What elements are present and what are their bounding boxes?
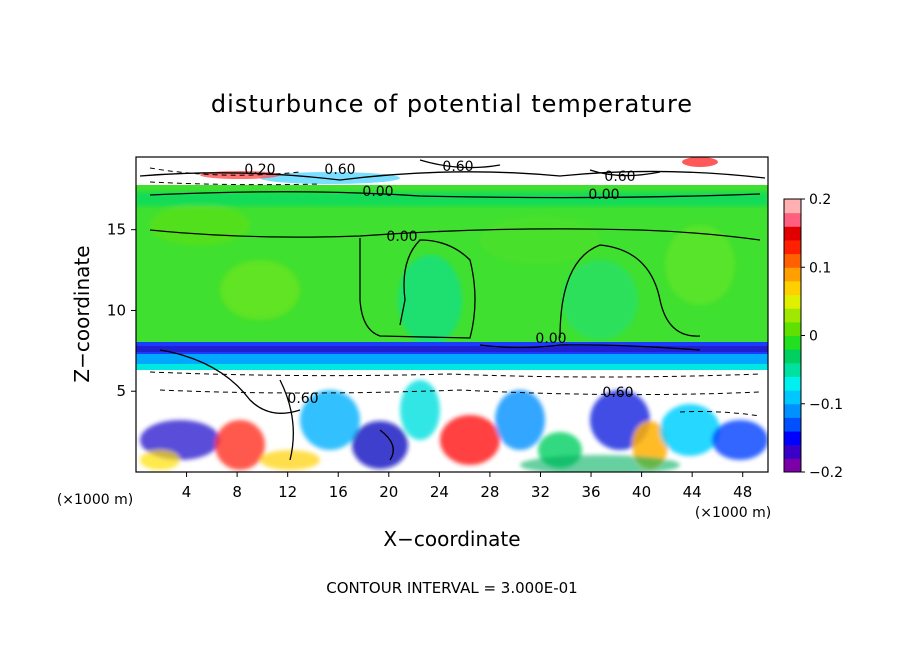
y-tick-label: 15 xyxy=(107,221,126,239)
x-axis: 4 8 12 16 20 24 28 32 36 40 44 48 xyxy=(182,472,752,501)
x-tick-label: 28 xyxy=(480,483,499,501)
x-tick-label: 8 xyxy=(232,483,242,501)
contour-label: 0.60 xyxy=(604,169,635,185)
y-tick-label: 5 xyxy=(116,382,126,400)
colorbar-segment xyxy=(784,199,801,214)
contour-interval-note: CONTOUR INTERVAL = 3.000E-01 xyxy=(326,579,577,597)
colorbar-segment xyxy=(784,376,801,391)
contour-label: 0.20 xyxy=(244,162,275,178)
contour-label: 0.00 xyxy=(386,229,417,245)
colorbar-segment xyxy=(784,458,801,473)
field-lower-turbulence xyxy=(140,380,768,472)
contour-label: 0.60 xyxy=(324,162,355,178)
x-tick-label: 44 xyxy=(683,483,702,501)
x-tick-label: 4 xyxy=(182,483,192,501)
plot-frame xyxy=(135,156,769,473)
colorbar-segment xyxy=(784,212,801,227)
x-tick-label: 20 xyxy=(379,483,398,501)
x-tick-label: 40 xyxy=(632,483,651,501)
colorbar-segment xyxy=(784,280,801,296)
colorbar-tick-label: −0.1 xyxy=(809,397,843,413)
x-unit-left: (×1000 m) xyxy=(57,492,133,508)
colorbar-segment xyxy=(784,349,801,364)
x-tick-label: 16 xyxy=(329,483,348,501)
x-unit-right: (×1000 m) xyxy=(695,505,771,521)
colorbar-tick-label: 0.2 xyxy=(809,192,831,208)
colorbar-segment xyxy=(784,226,801,241)
contour-lines-dashed xyxy=(149,167,761,417)
field-cyan-band xyxy=(136,354,768,364)
colorbar-segment xyxy=(784,335,801,350)
x-tick-label: 12 xyxy=(278,483,297,501)
plot-area xyxy=(136,157,768,472)
y-tick-label: 10 xyxy=(107,301,126,319)
colorbar-tick-label: −0.2 xyxy=(809,465,843,481)
colorbar-segment xyxy=(784,431,801,446)
colorbar-segment xyxy=(784,294,801,309)
colorbar-segment xyxy=(784,390,801,405)
colorbar-segment xyxy=(784,444,801,459)
colorbar-segment xyxy=(784,417,801,432)
colorbar-segment xyxy=(784,321,801,336)
contour-labels: 0.60 0.60 0.00 0.00 0.00 0.00 0.60 0.60 0.60 0.20 xyxy=(244,159,635,407)
colorbar-segment xyxy=(784,308,801,323)
chart-title: disturbunce of potential temperature xyxy=(211,90,693,118)
colorbar-segment xyxy=(784,403,801,418)
colorbar-tick-label: 0 xyxy=(809,329,818,345)
x-tick-label: 48 xyxy=(733,483,752,501)
x-axis-label: X−coordinate xyxy=(383,527,520,551)
colorbar-segment xyxy=(784,267,801,282)
x-tick-label: 36 xyxy=(581,483,600,501)
colorbar-tick-label: 0.1 xyxy=(809,260,831,276)
x-tick-label: 32 xyxy=(531,483,550,501)
contour-label: 0.60 xyxy=(602,385,633,401)
colorbar-segment xyxy=(784,253,801,268)
contour-label: 0.00 xyxy=(362,184,393,200)
colorbar-segment xyxy=(784,362,801,377)
contour-label: 0.00 xyxy=(535,331,566,347)
contour-lines xyxy=(139,159,766,461)
x-tick-label: 24 xyxy=(430,483,449,501)
contour-label: 0.60 xyxy=(287,391,318,407)
colorbar-segment xyxy=(784,239,801,255)
y-axis-label: Z−coordinate xyxy=(70,245,94,382)
y-axis: 5 10 15 xyxy=(107,221,136,400)
contour-label: 0.60 xyxy=(442,159,473,175)
contour-label: 0.00 xyxy=(588,187,619,203)
colorbar: 0.2 0.1 0 −0.1 −0.2 xyxy=(783,192,843,481)
